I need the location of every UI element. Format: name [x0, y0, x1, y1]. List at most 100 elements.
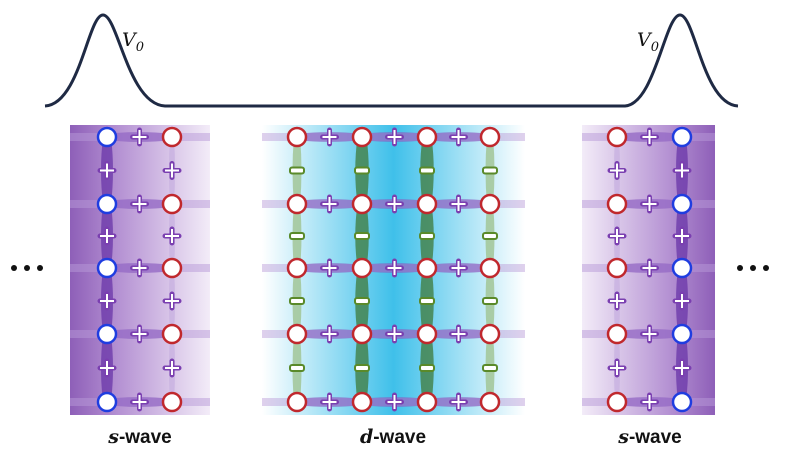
symbol: V [637, 29, 653, 51]
site [351, 323, 373, 345]
site [286, 391, 308, 413]
symbol: V [122, 29, 138, 51]
plus-sign [165, 229, 179, 243]
site [479, 257, 501, 279]
site [416, 323, 438, 345]
site [606, 323, 628, 345]
minus-sign [482, 232, 498, 240]
panel-label: s-wave [107, 426, 172, 448]
minus-sign [419, 232, 435, 240]
label-suffix: -wave [119, 427, 172, 448]
site [96, 126, 118, 148]
site [286, 323, 308, 345]
plus-sign [642, 130, 657, 144]
site [161, 193, 183, 215]
plus-sign [387, 395, 402, 409]
site [606, 193, 628, 215]
plus-sign [322, 197, 337, 211]
site [351, 193, 373, 215]
plus-sign [451, 327, 466, 341]
panel-label: s-wave [617, 426, 682, 448]
site [671, 323, 693, 345]
site [606, 126, 628, 148]
plus-sign [322, 261, 337, 275]
minus-sign [354, 364, 370, 372]
minus-sign [289, 364, 305, 372]
site [606, 391, 628, 413]
plus-sign [451, 261, 466, 275]
plus-sign [132, 130, 147, 144]
lattice [70, 126, 715, 413]
plus-sign [100, 361, 114, 375]
plus-sign [132, 327, 147, 341]
site [286, 257, 308, 279]
site [671, 391, 693, 413]
label-variable: s [107, 426, 119, 448]
subscript: 0 [136, 40, 144, 55]
plus-sign [165, 361, 179, 375]
minus-sign [419, 166, 435, 175]
panel-label: d-wave [360, 426, 426, 448]
potential-label: V0 [122, 29, 144, 55]
plus-sign [642, 197, 657, 211]
site [606, 257, 628, 279]
plus-sign [387, 130, 402, 144]
plus-sign [610, 163, 624, 178]
plus-sign [322, 395, 337, 409]
minus-sign [354, 297, 370, 305]
plus-sign [675, 229, 689, 243]
plus-sign [165, 294, 179, 308]
minus-sign [419, 364, 435, 372]
minus-sign [482, 364, 498, 372]
site [416, 391, 438, 413]
site [161, 126, 183, 148]
site [96, 391, 118, 413]
site [479, 126, 501, 148]
plus-sign [100, 229, 114, 243]
plus-sign [451, 197, 466, 211]
plus-sign [387, 261, 402, 275]
plus-sign [675, 361, 689, 375]
minus-sign [482, 297, 498, 305]
plus-sign [610, 361, 624, 375]
site [671, 193, 693, 215]
plus-sign [387, 197, 402, 211]
site [671, 126, 693, 148]
site [416, 257, 438, 279]
plus-sign [322, 130, 337, 144]
site [351, 257, 373, 279]
label-suffix: -wave [629, 427, 682, 448]
site [96, 257, 118, 279]
ellipsis [11, 265, 769, 271]
minus-sign [289, 232, 305, 240]
site [479, 323, 501, 345]
site [671, 257, 693, 279]
label-variable: d [360, 426, 373, 448]
plus-sign [387, 327, 402, 341]
site [161, 391, 183, 413]
plus-sign [610, 229, 624, 243]
minus-sign [419, 297, 435, 305]
site [351, 391, 373, 413]
plus-sign [675, 294, 689, 308]
plus-sign [451, 395, 466, 409]
site [479, 193, 501, 215]
plus-sign [322, 327, 337, 341]
minus-sign [354, 232, 370, 240]
site [286, 193, 308, 215]
label-variable: s [617, 426, 629, 448]
site [351, 126, 373, 148]
minus-sign [354, 166, 370, 175]
plus-sign [451, 130, 466, 144]
site [161, 323, 183, 345]
site [96, 193, 118, 215]
plus-sign [132, 395, 147, 409]
plus-sign [642, 327, 657, 341]
site [479, 391, 501, 413]
plus-sign [132, 261, 147, 275]
potential-curve [44, 13, 739, 108]
site [416, 126, 438, 148]
site [286, 126, 308, 148]
plus-sign [100, 163, 114, 178]
